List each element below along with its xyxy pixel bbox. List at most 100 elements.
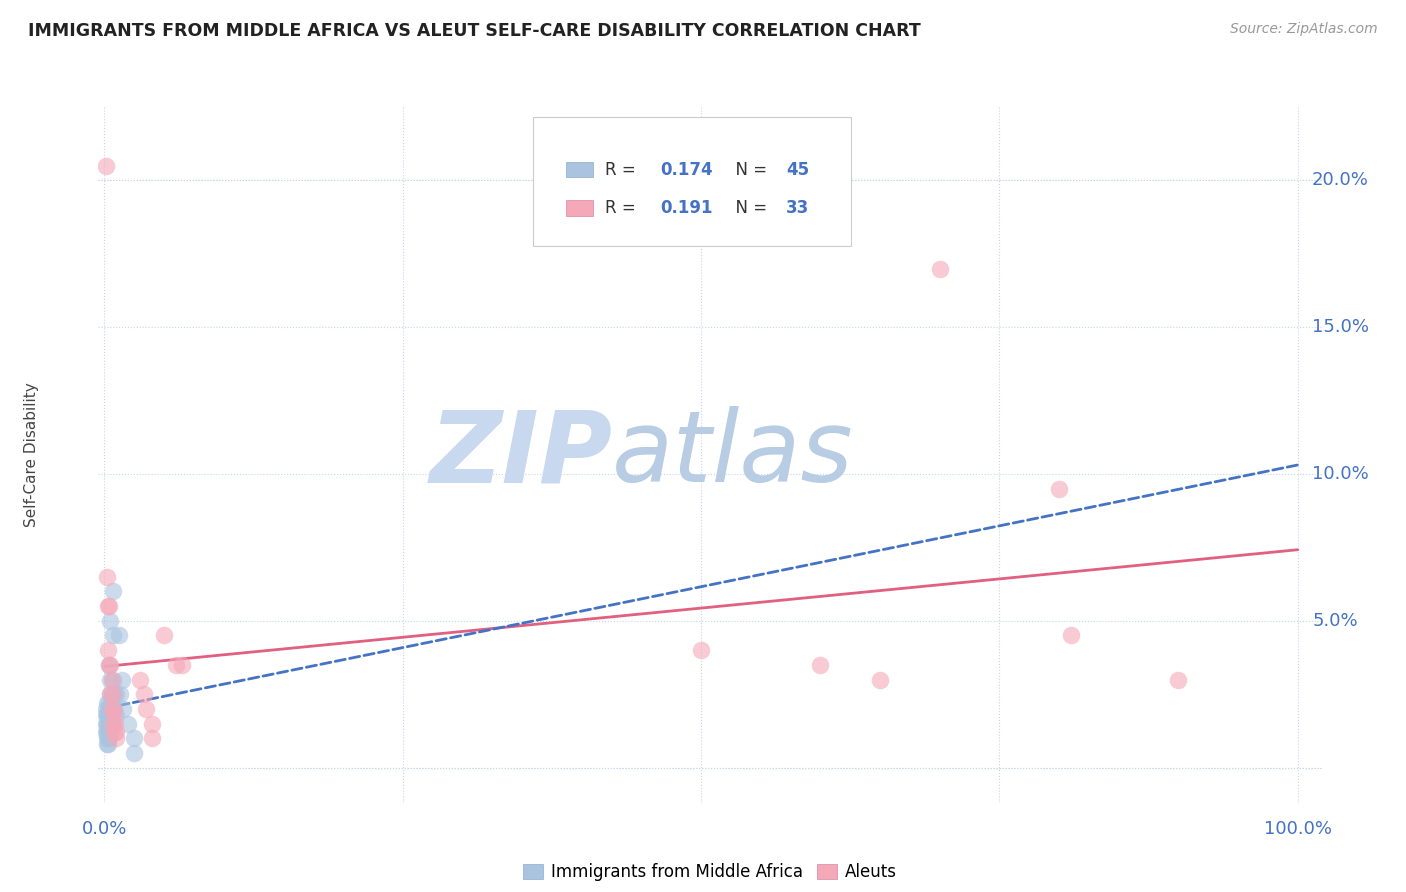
Point bbox=[97, 707, 120, 722]
Text: 0.0%: 0.0% bbox=[82, 821, 127, 838]
Point bbox=[105, 731, 128, 746]
Text: 100.0%: 100.0% bbox=[1264, 821, 1331, 838]
Point bbox=[153, 628, 176, 642]
Point bbox=[101, 687, 124, 701]
Point bbox=[97, 725, 120, 739]
Point bbox=[98, 657, 121, 672]
Point bbox=[100, 702, 122, 716]
Text: atlas: atlas bbox=[612, 407, 853, 503]
Point bbox=[100, 702, 122, 716]
Text: 33: 33 bbox=[786, 199, 808, 217]
Point bbox=[112, 702, 135, 716]
Point bbox=[101, 628, 124, 642]
Text: R =: R = bbox=[605, 199, 641, 217]
Text: 45: 45 bbox=[786, 161, 808, 178]
Point bbox=[122, 746, 145, 760]
Point bbox=[98, 614, 121, 628]
Point bbox=[1047, 482, 1070, 496]
Point bbox=[103, 687, 125, 701]
Text: 5.0%: 5.0% bbox=[1312, 612, 1358, 630]
Point bbox=[98, 702, 121, 716]
Point bbox=[135, 702, 157, 716]
Point bbox=[690, 643, 713, 657]
Text: Self-Care Disability: Self-Care Disability bbox=[24, 383, 38, 527]
Point bbox=[96, 731, 118, 746]
Point bbox=[117, 716, 139, 731]
Point bbox=[98, 716, 121, 731]
Point bbox=[928, 261, 950, 276]
Point bbox=[98, 696, 121, 710]
Point bbox=[94, 707, 117, 722]
Point bbox=[98, 716, 121, 731]
Point bbox=[103, 702, 125, 716]
Legend: Immigrants from Middle Africa, Aleuts: Immigrants from Middle Africa, Aleuts bbox=[516, 856, 904, 888]
Point bbox=[1060, 628, 1083, 642]
Point bbox=[96, 570, 118, 584]
Text: 0.174: 0.174 bbox=[659, 161, 713, 178]
Point bbox=[101, 716, 124, 731]
Point bbox=[100, 673, 122, 687]
Text: 0.191: 0.191 bbox=[659, 199, 713, 217]
Point bbox=[165, 657, 187, 672]
Point bbox=[100, 687, 122, 701]
Point bbox=[107, 628, 129, 642]
Point bbox=[96, 737, 118, 751]
Point bbox=[132, 687, 155, 701]
Point bbox=[141, 731, 163, 746]
Point bbox=[97, 702, 120, 716]
Point bbox=[94, 702, 117, 716]
Text: IMMIGRANTS FROM MIDDLE AFRICA VS ALEUT SELF-CARE DISABILITY CORRELATION CHART: IMMIGRANTS FROM MIDDLE AFRICA VS ALEUT S… bbox=[28, 22, 921, 40]
Text: 20.0%: 20.0% bbox=[1312, 171, 1369, 189]
Point bbox=[170, 657, 193, 672]
Point bbox=[122, 731, 145, 746]
Bar bbox=[565, 201, 592, 216]
Point bbox=[111, 673, 134, 687]
Text: N =: N = bbox=[724, 161, 772, 178]
Point bbox=[105, 725, 128, 739]
Point bbox=[94, 159, 117, 173]
Point bbox=[97, 599, 120, 613]
Point bbox=[129, 673, 152, 687]
Point bbox=[869, 673, 891, 687]
Point bbox=[101, 673, 124, 687]
Point bbox=[98, 707, 121, 722]
Point bbox=[96, 707, 118, 722]
Point bbox=[94, 725, 117, 739]
Point bbox=[108, 687, 131, 701]
Point bbox=[98, 687, 121, 701]
Text: ZIP: ZIP bbox=[429, 407, 612, 503]
Point bbox=[101, 584, 124, 599]
Point bbox=[810, 657, 832, 672]
Text: 15.0%: 15.0% bbox=[1312, 318, 1369, 336]
Point bbox=[103, 725, 125, 739]
Point bbox=[96, 725, 118, 739]
Point bbox=[141, 716, 163, 731]
Point bbox=[98, 657, 121, 672]
Point bbox=[98, 687, 121, 701]
Point bbox=[97, 716, 120, 731]
Point bbox=[103, 707, 125, 722]
Point bbox=[98, 599, 121, 613]
Point bbox=[96, 716, 118, 731]
Point bbox=[97, 643, 120, 657]
Point bbox=[104, 716, 127, 731]
Point bbox=[98, 731, 121, 746]
Point bbox=[1167, 673, 1189, 687]
Point bbox=[98, 725, 121, 739]
Text: Source: ZipAtlas.com: Source: ZipAtlas.com bbox=[1230, 22, 1378, 37]
Point bbox=[105, 687, 128, 701]
Bar bbox=[565, 162, 592, 178]
Point bbox=[101, 702, 124, 716]
Text: R =: R = bbox=[605, 161, 641, 178]
Point bbox=[98, 673, 121, 687]
Point bbox=[98, 725, 121, 739]
Point bbox=[98, 657, 121, 672]
Text: N =: N = bbox=[724, 199, 772, 217]
Point bbox=[97, 731, 120, 746]
Text: 10.0%: 10.0% bbox=[1312, 465, 1369, 483]
Point bbox=[100, 716, 122, 731]
Point bbox=[105, 707, 128, 722]
Point bbox=[96, 696, 118, 710]
Point bbox=[94, 716, 117, 731]
Point bbox=[97, 737, 120, 751]
